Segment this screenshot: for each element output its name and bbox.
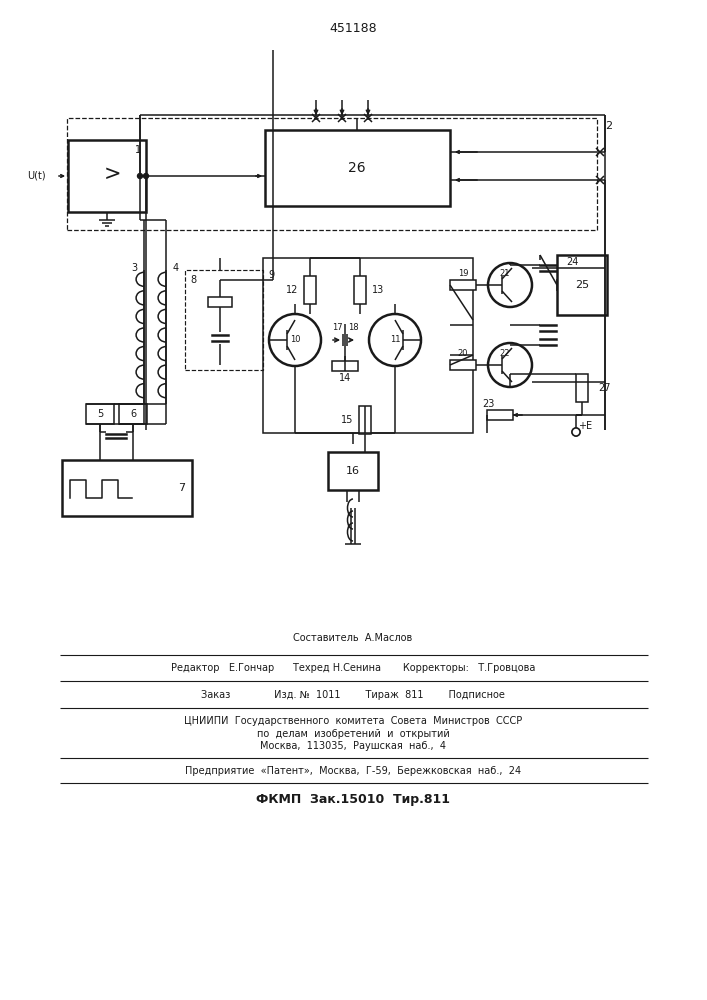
Bar (86, 404, 114, 424)
Bar (265, 130, 450, 206)
Text: 3: 3 (131, 263, 137, 273)
Bar (185, 270, 263, 370)
Text: 6: 6 (130, 409, 136, 419)
Bar (328, 452, 378, 490)
Circle shape (572, 428, 580, 436)
Text: Заказ              Изд. №  1011        Тираж  811        Подписное: Заказ Изд. № 1011 Тираж 811 Подписное (201, 690, 505, 700)
Bar (119, 404, 147, 424)
Bar (67, 118, 597, 230)
Text: 26: 26 (348, 161, 366, 175)
Bar (487, 410, 513, 420)
Bar (359, 406, 371, 434)
Circle shape (369, 314, 421, 366)
Text: 17: 17 (332, 324, 342, 332)
Text: 9: 9 (268, 270, 274, 280)
Text: 8: 8 (190, 275, 196, 285)
Bar (263, 258, 473, 433)
Text: +E: +E (578, 421, 592, 431)
Text: 14: 14 (339, 373, 351, 383)
Text: Предприятие  «Патент»,  Москва,  Г-59,  Бережковская  наб.,  24: Предприятие «Патент», Москва, Г-59, Бере… (185, 766, 521, 776)
Text: 18: 18 (348, 324, 358, 332)
Text: ФКМП  Зак.15010  Тир.811: ФКМП Зак.15010 Тир.811 (256, 794, 450, 806)
Text: 24: 24 (566, 257, 578, 267)
Text: 10: 10 (290, 336, 300, 344)
Text: Москва,  113035,  Раушская  наб.,  4: Москва, 113035, Раушская наб., 4 (260, 741, 446, 751)
Bar (557, 255, 607, 315)
Text: 1: 1 (135, 145, 141, 155)
Text: 23: 23 (482, 399, 494, 409)
Text: 11: 11 (390, 336, 400, 344)
Text: ЦНИИПИ  Государственного  комитета  Совета  Министров  СССР: ЦНИИПИ Государственного комитета Совета … (184, 716, 522, 726)
Text: 15: 15 (341, 415, 353, 425)
Text: U(t): U(t) (28, 171, 46, 181)
Circle shape (269, 314, 321, 366)
Text: 27: 27 (598, 383, 611, 393)
Text: Редактор   Е.Гончар      Техред Н.Сенина       Корректоры:   Т.Гровцова: Редактор Е.Гончар Техред Н.Сенина Коррек… (171, 663, 535, 673)
Text: 19: 19 (457, 269, 468, 278)
Bar (304, 276, 316, 304)
Text: 25: 25 (575, 280, 589, 290)
Bar (68, 140, 146, 212)
Text: 7: 7 (178, 483, 185, 493)
Text: 22: 22 (500, 349, 510, 358)
Bar (332, 361, 358, 371)
Bar (62, 460, 192, 516)
Text: 5: 5 (97, 409, 103, 419)
Bar (450, 280, 476, 290)
Text: 13: 13 (372, 285, 384, 295)
Text: 12: 12 (286, 285, 298, 295)
Text: 16: 16 (346, 466, 360, 476)
Circle shape (572, 428, 580, 436)
Bar (450, 360, 476, 370)
Text: по  делам  изобретений  и  открытий: по делам изобретений и открытий (257, 729, 450, 739)
Circle shape (488, 343, 532, 387)
Bar (208, 297, 232, 307)
Circle shape (137, 174, 143, 178)
Bar (354, 276, 366, 304)
Text: 451188: 451188 (329, 21, 377, 34)
Text: 4: 4 (173, 263, 179, 273)
Text: 21: 21 (500, 268, 510, 277)
Text: >: > (103, 164, 121, 184)
Bar (576, 374, 588, 402)
Circle shape (488, 263, 532, 307)
Circle shape (144, 174, 148, 178)
Text: 20: 20 (457, 350, 468, 359)
Text: 2: 2 (605, 121, 612, 131)
Text: Составитель  А.Маслов: Составитель А.Маслов (293, 633, 413, 643)
